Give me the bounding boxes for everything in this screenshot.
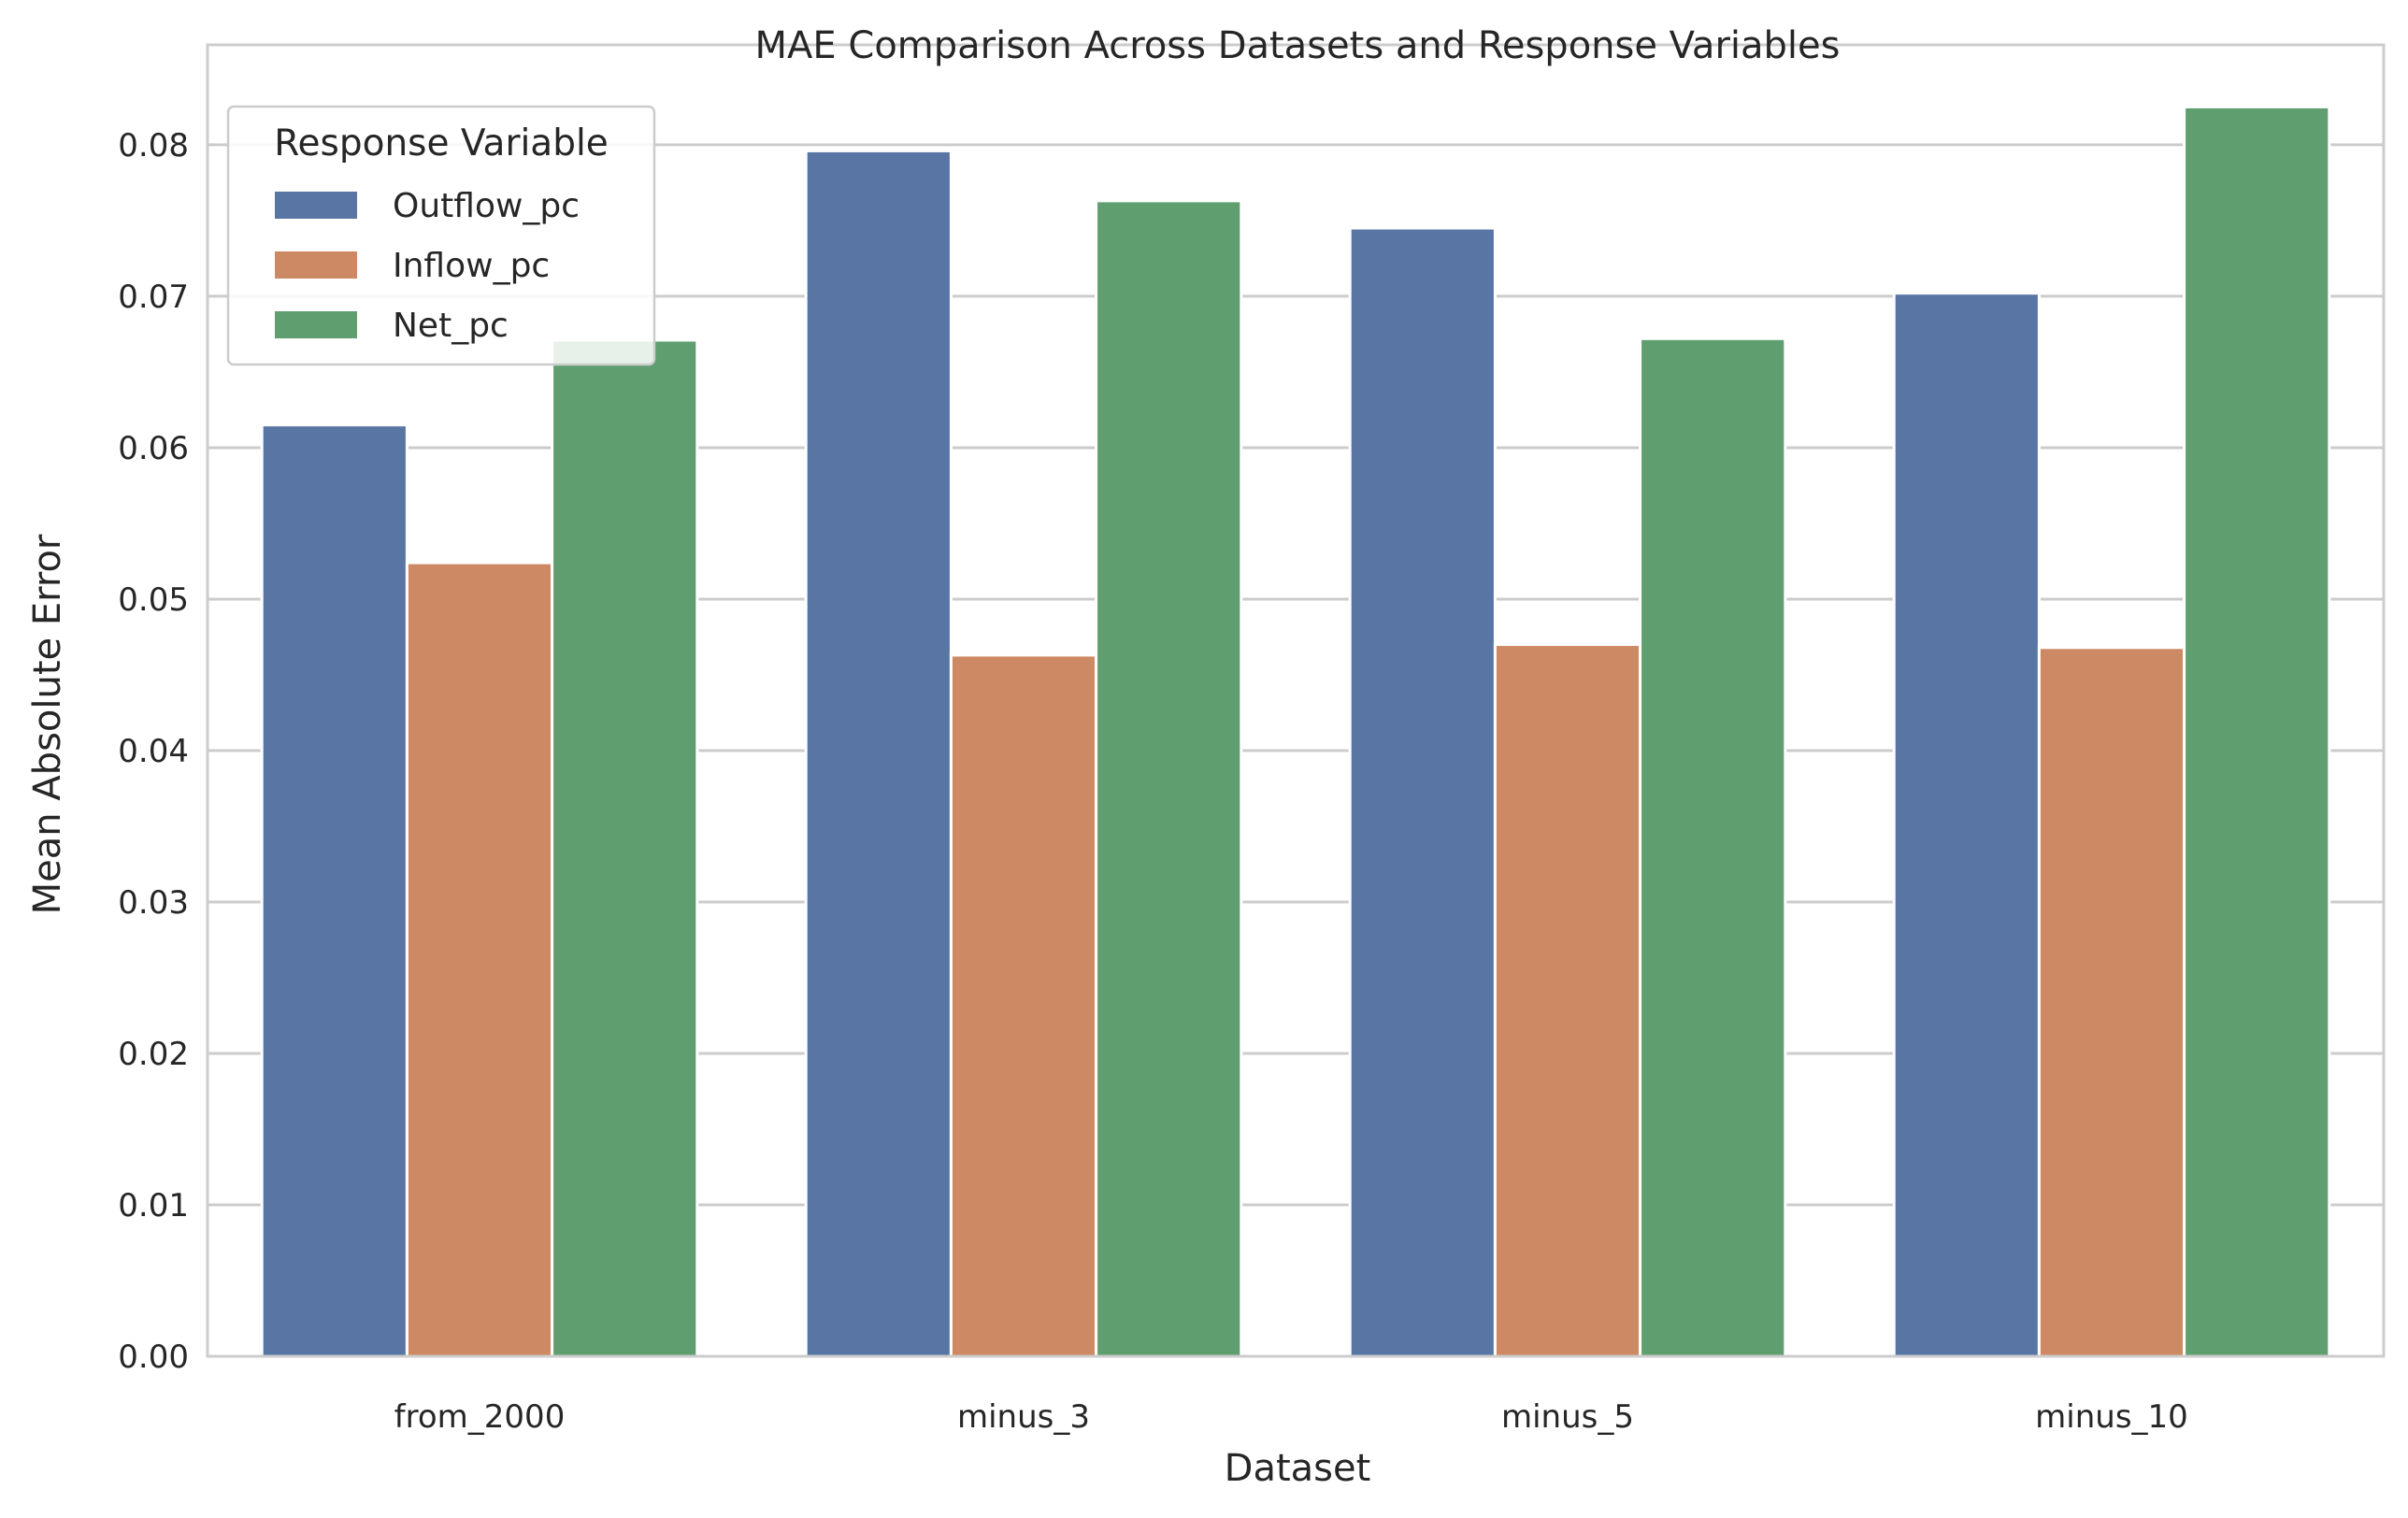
y-tick-label: 0.03 [118,884,189,922]
bar-net-pc-minus-5 [1639,337,1787,1358]
y-tick-labels: 0.00 0.01 0.02 0.03 0.04 0.05 0.06 0.07 0.08 [118,127,189,1376]
bar-net-pc-minus-10 [2183,105,2331,1358]
x-tick-label: from_2000 [394,1398,566,1436]
bar-net-pc-from-2000 [551,338,699,1358]
chart-title: MAE Comparison Across Datasets and Respo… [755,24,1841,67]
plot-frame [206,43,2386,1358]
y-tick-label: 0.02 [118,1036,189,1073]
legend-box [226,105,656,366]
bar-inflow-pc-from-2000 [405,561,554,1358]
bar-outflow-pc-minus-5 [1348,226,1497,1358]
y-axis-label: Mean Absolute Error [26,534,69,914]
legend-title: Response Variable [274,122,609,165]
legend-label: Net_pc [393,307,509,345]
y-tick-label: 0.07 [118,279,189,316]
x-tick-label: minus_10 [2035,1398,2188,1436]
y-tick-label: 0.04 [118,733,189,770]
bar-outflow-pc-minus-10 [1892,292,2041,1358]
legend-label: Inflow_pc [393,247,550,285]
y-tick-label: 0.05 [118,581,189,619]
bar-net-pc-minus-3 [1095,199,1243,1358]
bars [260,105,2331,1358]
y-tick-label: 0.01 [118,1187,189,1224]
bar-outflow-pc-minus-3 [804,149,953,1358]
legend-swatch [275,192,357,219]
bar-outflow-pc-from-2000 [260,423,408,1358]
y-tick-label: 0.08 [118,127,189,165]
legend: Response Variable Outflow_pc Inflow_pc Net… [226,105,656,366]
x-tick-label: minus_3 [957,1398,1090,1436]
bar-inflow-pc-minus-10 [2037,646,2186,1358]
legend-label: Outflow_pc [393,187,580,225]
legend-entries: Outflow_pc Inflow_pc Net_pc [275,187,580,345]
legend-swatch [275,251,357,279]
y-tick-label: 0.06 [118,430,189,467]
bar-inflow-pc-minus-5 [1493,643,1642,1358]
y-tick-label: 0.00 [118,1339,189,1376]
x-tick-label: minus_5 [1501,1398,1634,1436]
x-tick-labels: from_2000 minus_3 minus_5 minus_10 [394,1398,2188,1436]
legend-swatch [275,311,357,338]
x-axis-label: Dataset [1225,1447,1371,1490]
bar-inflow-pc-minus-3 [949,653,1098,1358]
